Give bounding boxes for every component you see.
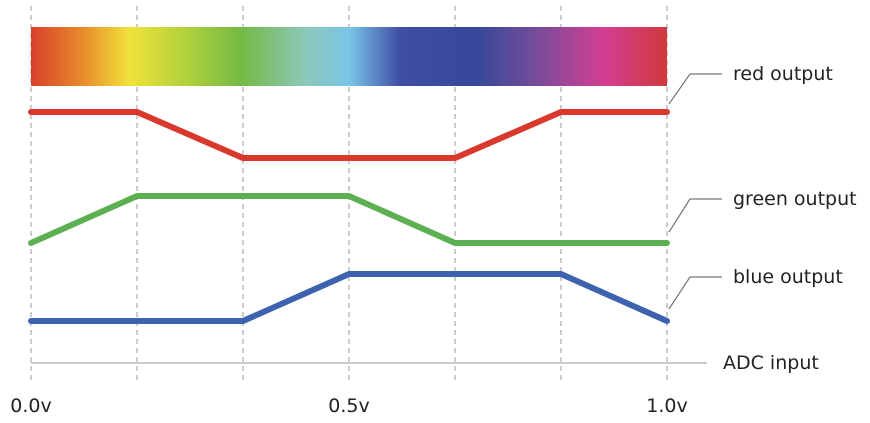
adc-input-label: ADC input [723, 352, 819, 374]
tick-label-1: 0.5v [328, 395, 369, 417]
green-output-label: green output [733, 188, 857, 210]
output-curves [28, 109, 670, 324]
axis-tick-labels: 0.0v 0.5v 1.0v [10, 395, 687, 417]
blue-output-leader [668, 276, 722, 310]
green-output-leader [668, 198, 722, 233]
blue-output-label: blue output [733, 266, 843, 288]
tick-label-0: 0.0v [10, 395, 51, 417]
red-output-line [28, 109, 670, 161]
green-output-line [28, 193, 670, 246]
tick-label-2: 1.0v [646, 395, 687, 417]
spectrum-bar [31, 27, 667, 86]
blue-output-line [28, 271, 670, 324]
red-output-leader [668, 73, 722, 105]
red-output-label: red output [733, 63, 833, 85]
